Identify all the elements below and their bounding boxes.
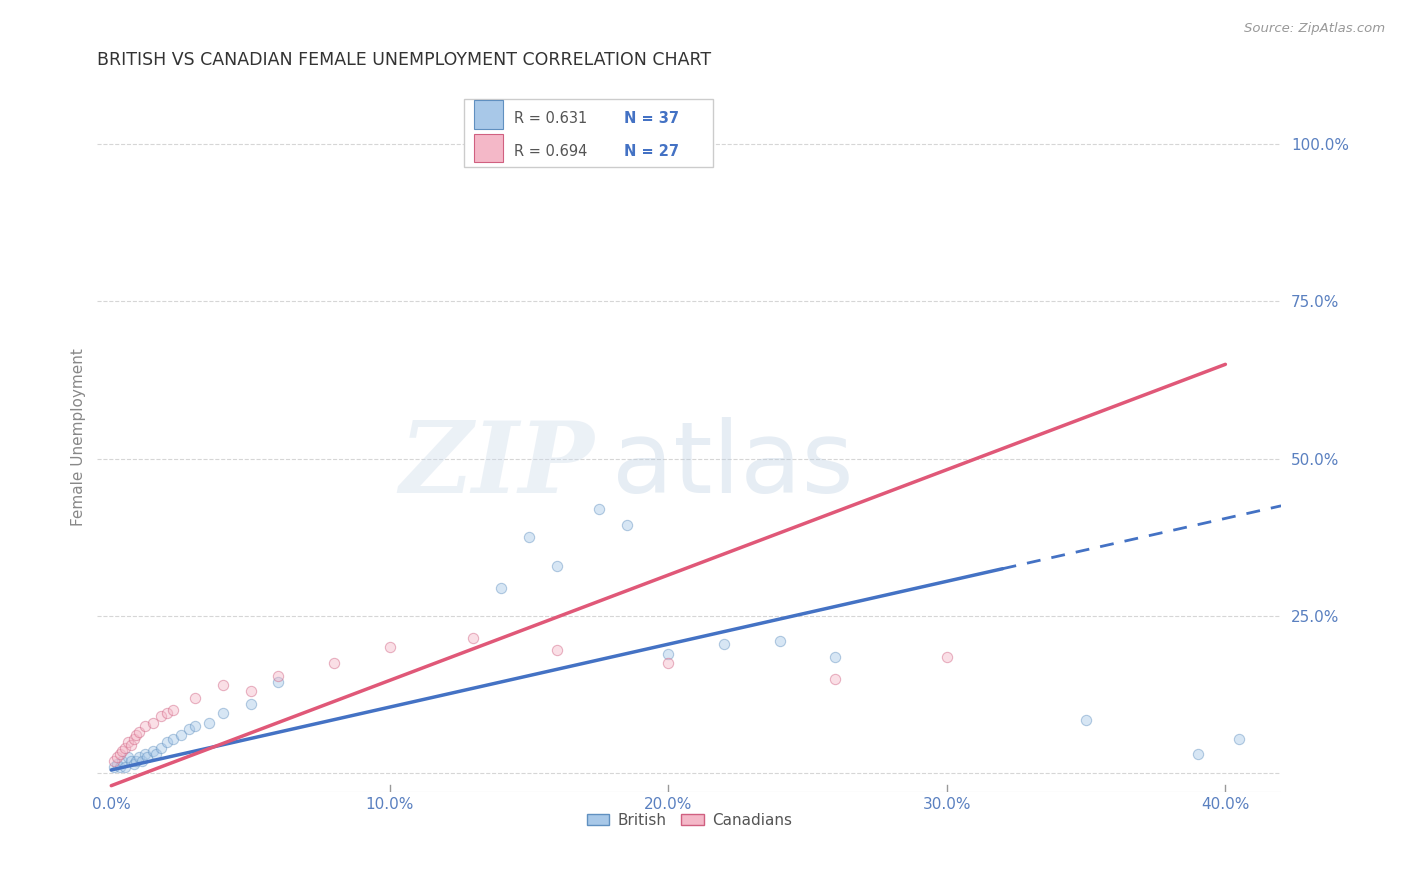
Point <box>114 740 136 755</box>
Point <box>122 756 145 771</box>
Point <box>239 697 262 711</box>
Point <box>378 640 401 655</box>
Point <box>517 530 540 544</box>
Point <box>103 754 125 768</box>
Point <box>125 754 148 768</box>
Point <box>546 558 568 573</box>
Point <box>824 649 846 664</box>
Point <box>162 731 184 746</box>
Point <box>546 643 568 657</box>
Y-axis label: Female Unemployment: Female Unemployment <box>72 348 86 525</box>
Point <box>588 502 610 516</box>
Point <box>156 734 179 748</box>
Point <box>134 747 156 762</box>
Text: BRITISH VS CANADIAN FEMALE UNEMPLOYMENT CORRELATION CHART: BRITISH VS CANADIAN FEMALE UNEMPLOYMENT … <box>97 51 711 69</box>
Point <box>657 647 679 661</box>
Point <box>142 715 165 730</box>
Text: R = 0.631: R = 0.631 <box>515 111 588 126</box>
Point <box>142 744 165 758</box>
Text: Source: ZipAtlas.com: Source: ZipAtlas.com <box>1244 22 1385 36</box>
Point <box>170 728 193 742</box>
Point <box>136 750 159 764</box>
Point <box>935 649 957 664</box>
Point <box>184 690 207 705</box>
Text: R = 0.694: R = 0.694 <box>515 145 588 160</box>
Point <box>125 728 148 742</box>
Point <box>267 668 290 682</box>
Text: N = 37: N = 37 <box>624 111 679 126</box>
Point <box>239 684 262 698</box>
Point <box>211 706 233 721</box>
Point <box>117 734 139 748</box>
Point <box>713 637 735 651</box>
Point <box>105 750 128 764</box>
Point <box>162 703 184 717</box>
Point <box>769 634 792 648</box>
Point <box>197 715 219 730</box>
Point <box>111 754 134 768</box>
Point <box>134 719 156 733</box>
Point <box>122 731 145 746</box>
Point <box>128 750 150 764</box>
Text: atlas: atlas <box>612 417 853 514</box>
Point <box>211 678 233 692</box>
Point <box>145 747 167 762</box>
FancyBboxPatch shape <box>474 134 503 162</box>
Point <box>108 760 131 774</box>
Point <box>114 760 136 774</box>
Point <box>128 725 150 739</box>
Point <box>131 754 153 768</box>
Point <box>616 517 638 532</box>
Point <box>150 740 173 755</box>
Point <box>105 756 128 771</box>
Point <box>1074 713 1097 727</box>
FancyBboxPatch shape <box>464 99 713 167</box>
Point <box>184 719 207 733</box>
Legend: British, Canadians: British, Canadians <box>581 807 799 834</box>
Point <box>150 709 173 723</box>
Point <box>323 656 346 670</box>
Point <box>489 581 512 595</box>
Text: ZIP: ZIP <box>399 417 595 513</box>
Point <box>103 760 125 774</box>
Point <box>120 754 142 768</box>
Point <box>1187 747 1209 762</box>
Point <box>156 706 179 721</box>
Point <box>179 722 201 736</box>
Text: N = 27: N = 27 <box>624 145 679 160</box>
Point <box>111 744 134 758</box>
Point <box>1227 731 1250 746</box>
Point <box>824 672 846 686</box>
Point <box>120 738 142 752</box>
Point <box>117 750 139 764</box>
Point <box>267 674 290 689</box>
Point <box>657 656 679 670</box>
FancyBboxPatch shape <box>474 100 503 128</box>
Point <box>463 631 485 645</box>
Point <box>108 747 131 762</box>
